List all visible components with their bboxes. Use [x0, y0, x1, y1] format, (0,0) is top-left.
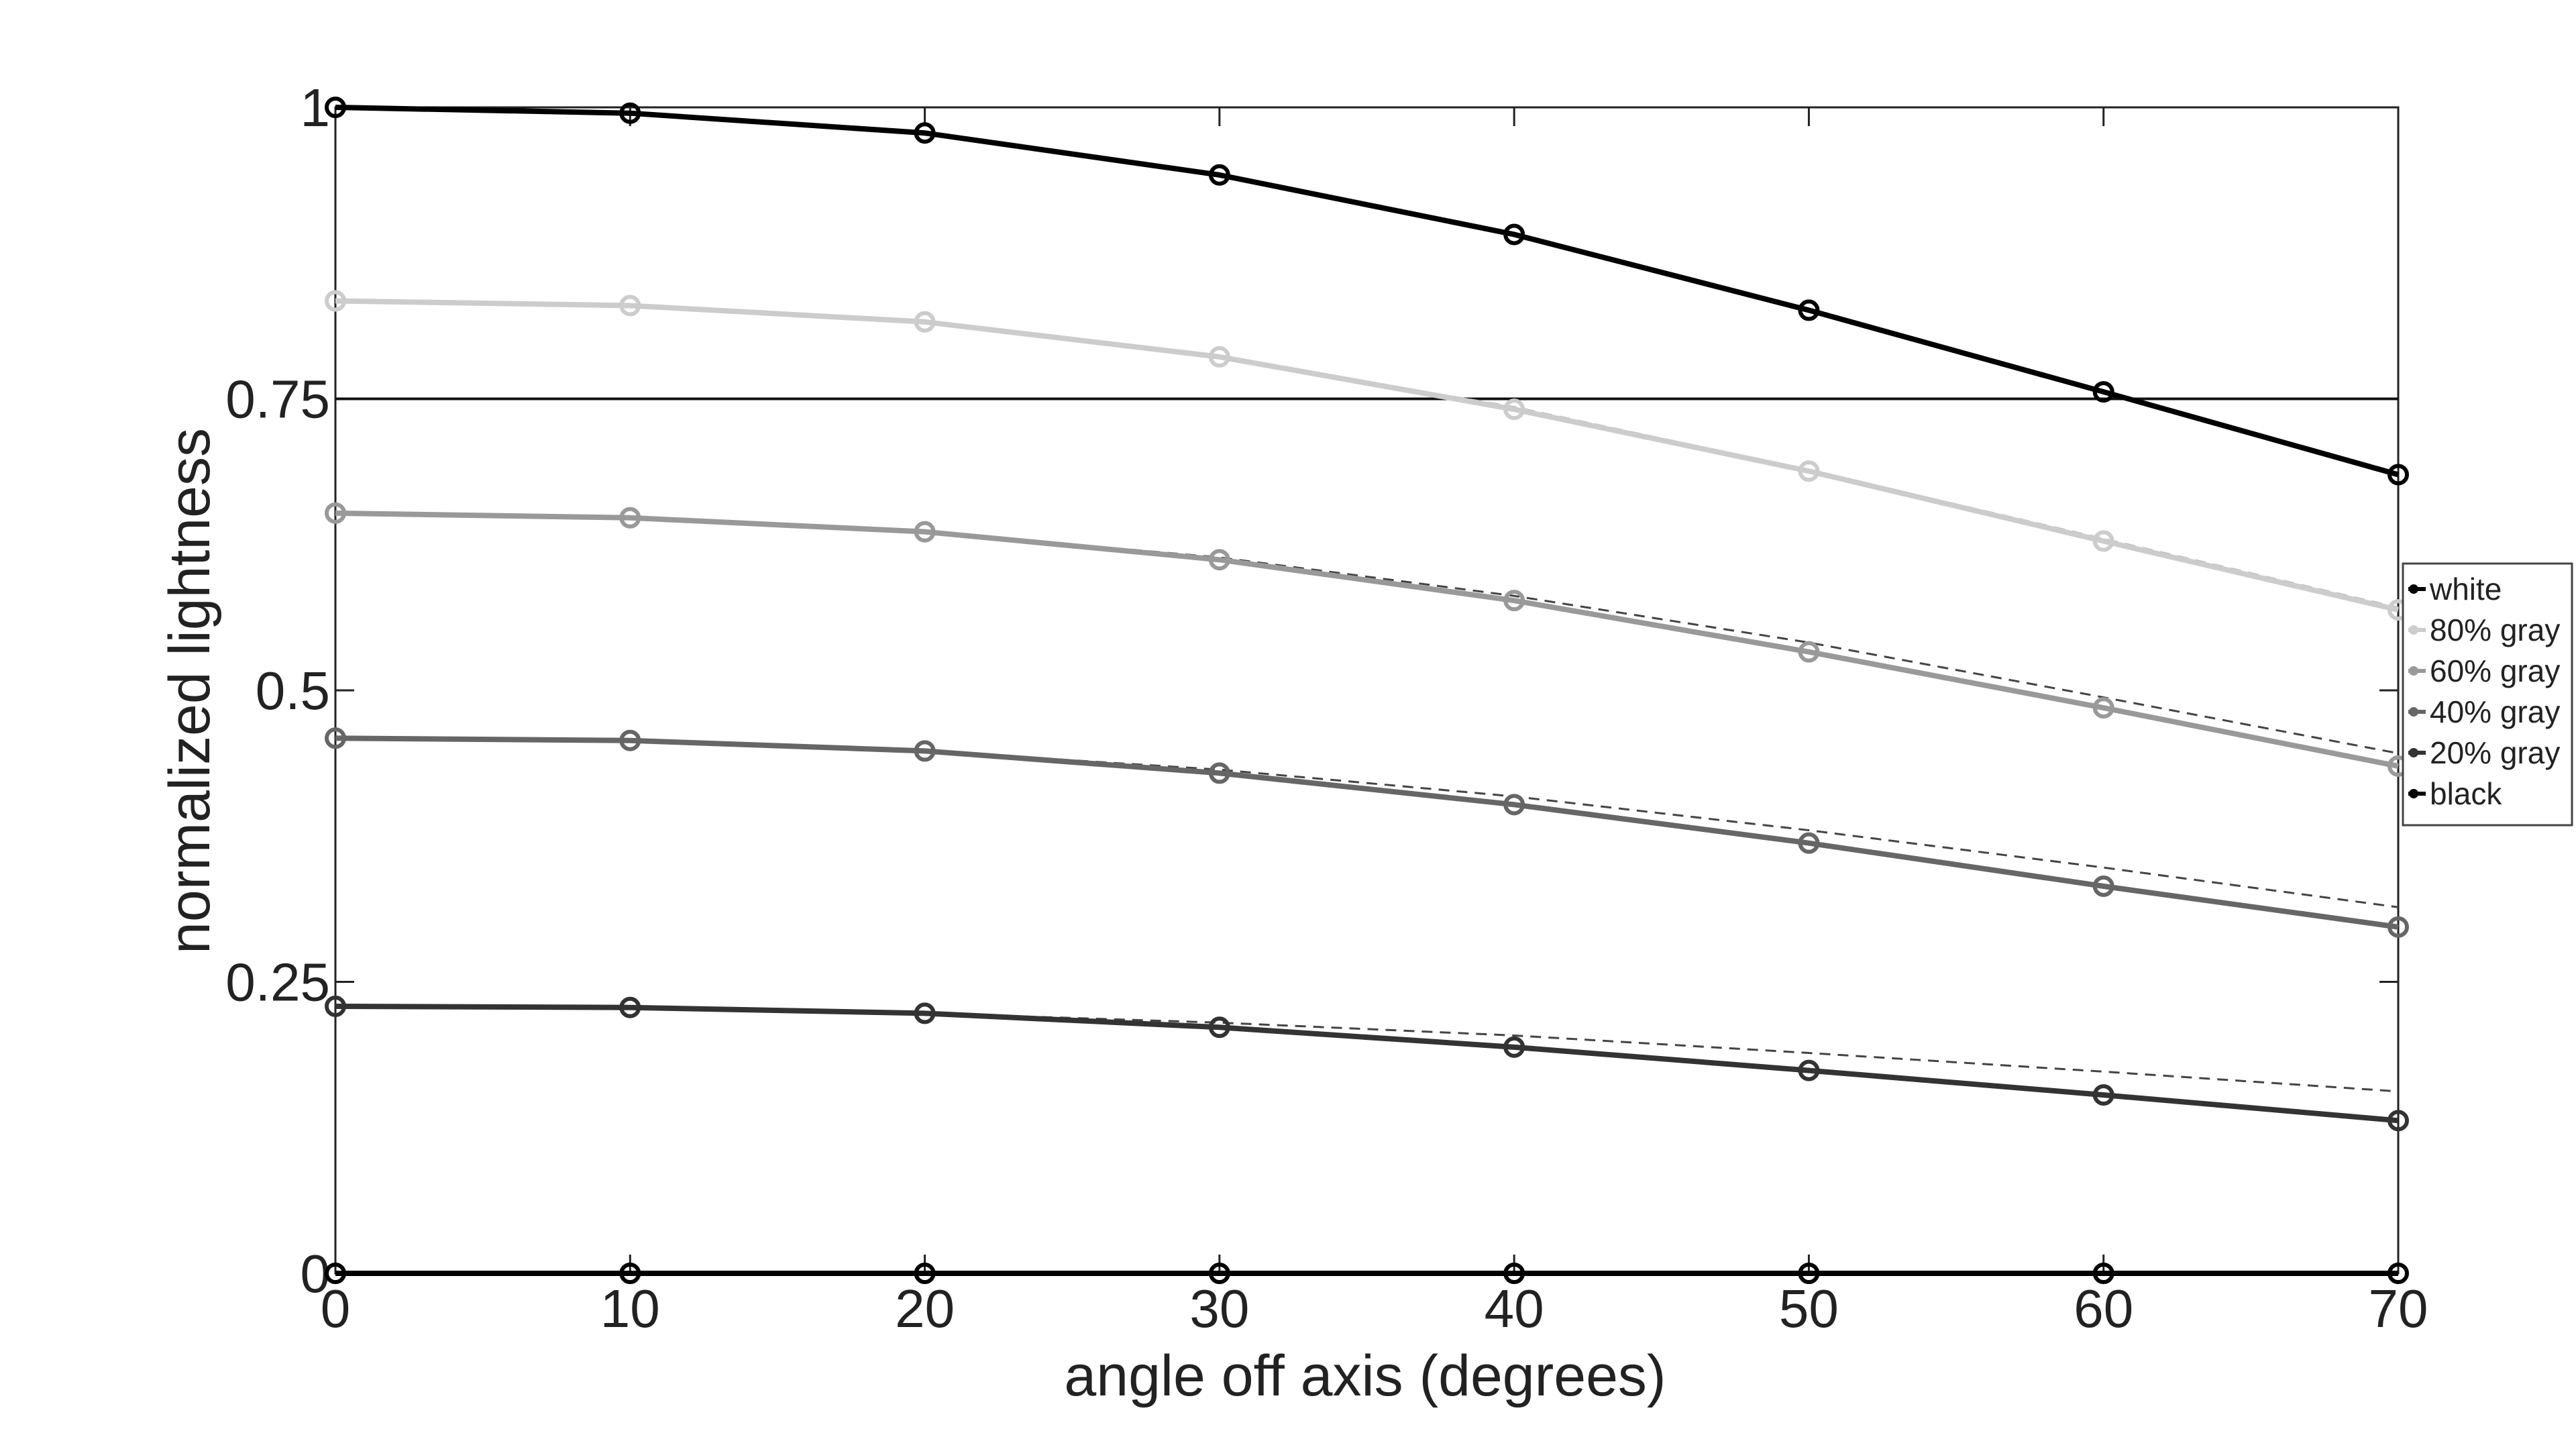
- data-point-40-gray: [619, 729, 641, 751]
- data-point-80-gray: [1503, 399, 1525, 421]
- x-axis-label: angle off axis (degrees): [1064, 1344, 1666, 1408]
- legend: white 80% gray 60% gray 40% gray 20% gray bla…: [2402, 562, 2573, 827]
- data-point-white: [914, 122, 936, 144]
- series-line-80-gray: [335, 298, 2399, 613]
- data-point-60-gray: [619, 507, 641, 529]
- y-tick-label: 0.75: [225, 370, 330, 429]
- data-point-60-gray: [1798, 641, 1820, 663]
- data-point-black: [2092, 1263, 2114, 1284]
- legend-marker-black: [2409, 789, 2418, 798]
- data-point-white: [2387, 464, 2409, 486]
- legend-label-60-gray: 60% gray: [2430, 653, 2560, 688]
- series-lines: [335, 105, 2400, 1276]
- data-point-20-gray: [914, 1002, 936, 1024]
- data-point-40-gray: [914, 740, 936, 762]
- x-tick-label: 60: [2074, 1279, 2133, 1338]
- data-point-black: [914, 1263, 936, 1284]
- reference-curve-20-gray: [335, 1005, 2399, 1093]
- x-tick-label: 70: [2369, 1279, 2428, 1338]
- plot-frame: [334, 106, 2400, 1275]
- data-point-black: [1208, 1263, 1230, 1284]
- data-point-white: [325, 97, 346, 118]
- data-point-black: [1798, 1263, 1820, 1284]
- series-line-white: [335, 105, 2400, 478]
- data-point-80-gray: [1208, 346, 1230, 368]
- legend-marker-60-gray: [2409, 666, 2418, 676]
- series-line-40-gray: [335, 735, 2399, 930]
- plot-area-frame: [334, 106, 2400, 1275]
- data-point-40-gray: [2387, 916, 2409, 938]
- reference-lines: [335, 300, 2399, 1093]
- data-point-40-gray: [2092, 875, 2114, 897]
- data-point-40-gray: [1208, 762, 1230, 784]
- data-point-white: [1503, 223, 1525, 246]
- x-tick-label: 10: [600, 1279, 660, 1338]
- x-tick-label: 50: [1779, 1279, 1839, 1338]
- data-point-black: [619, 1263, 641, 1284]
- data-point-white: [1798, 299, 1820, 321]
- data-point-black: [2387, 1263, 2409, 1284]
- legend-marker-white: [2409, 584, 2418, 594]
- x-tick-label: 0: [321, 1279, 351, 1338]
- legend-marker-40-gray: [2409, 707, 2418, 717]
- data-point-80-gray: [619, 295, 641, 317]
- data-point-60-gray: [1208, 549, 1230, 571]
- data-point-20-gray: [1798, 1059, 1820, 1081]
- data-point-20-gray: [2092, 1084, 2114, 1106]
- y-axis-label: normalized lightness: [158, 428, 222, 954]
- legend-marker-20-gray: [2409, 748, 2418, 757]
- data-point-20-gray: [1503, 1036, 1525, 1058]
- legend-box: [2402, 562, 2573, 827]
- y-axis: 00.250.50.751: [225, 78, 2398, 1304]
- data-point-20-gray: [2387, 1110, 2409, 1132]
- series-points: [325, 97, 2409, 1284]
- x-tick-label: 20: [895, 1279, 955, 1338]
- data-point-60-gray: [325, 502, 346, 524]
- series-line-20-gray: [335, 1003, 2399, 1124]
- data-point-80-gray: [325, 290, 346, 312]
- x-tick-label: 40: [1485, 1279, 1544, 1338]
- legend-marker-80-gray: [2409, 625, 2418, 635]
- data-point-80-gray: [914, 311, 936, 333]
- reference-curve-40-gray: [335, 737, 2399, 908]
- data-point-white: [619, 102, 641, 124]
- data-point-white: [2092, 381, 2114, 403]
- x-tick-label: 30: [1189, 1279, 1249, 1338]
- data-point-black: [1503, 1263, 1525, 1284]
- legend-label-80-gray: 80% gray: [2430, 613, 2560, 647]
- x-axis: 0 10 20 30 40 50 60 70: [321, 107, 2428, 1338]
- data-point-60-gray: [1503, 590, 1525, 612]
- y-tick-label: 0.25: [225, 953, 330, 1012]
- data-point-20-gray: [325, 995, 346, 1017]
- data-point-20-gray: [619, 996, 641, 1018]
- data-point-white: [1208, 164, 1230, 186]
- data-point-80-gray: [2092, 530, 2114, 552]
- reference-curve-80-gray: [335, 300, 2399, 609]
- data-point-40-gray: [1503, 794, 1525, 816]
- legend-label-black: black: [2430, 776, 2502, 811]
- data-point-80-gray: [1798, 460, 1820, 482]
- data-point-black: [325, 1263, 346, 1284]
- y-tick-label: 0.5: [256, 661, 330, 721]
- series-line-60-gray: [335, 510, 2399, 769]
- data-point-40-gray: [1798, 832, 1820, 854]
- legend-label-20-gray: 20% gray: [2430, 735, 2560, 770]
- legend-label-40-gray: 40% gray: [2430, 694, 2560, 729]
- data-point-60-gray: [2092, 697, 2114, 719]
- legend-label-white: white: [2429, 572, 2502, 606]
- data-point-20-gray: [1208, 1016, 1230, 1039]
- data-point-60-gray: [914, 521, 936, 543]
- reference-curve-60-gray: [335, 512, 2399, 755]
- data-point-40-gray: [325, 727, 346, 749]
